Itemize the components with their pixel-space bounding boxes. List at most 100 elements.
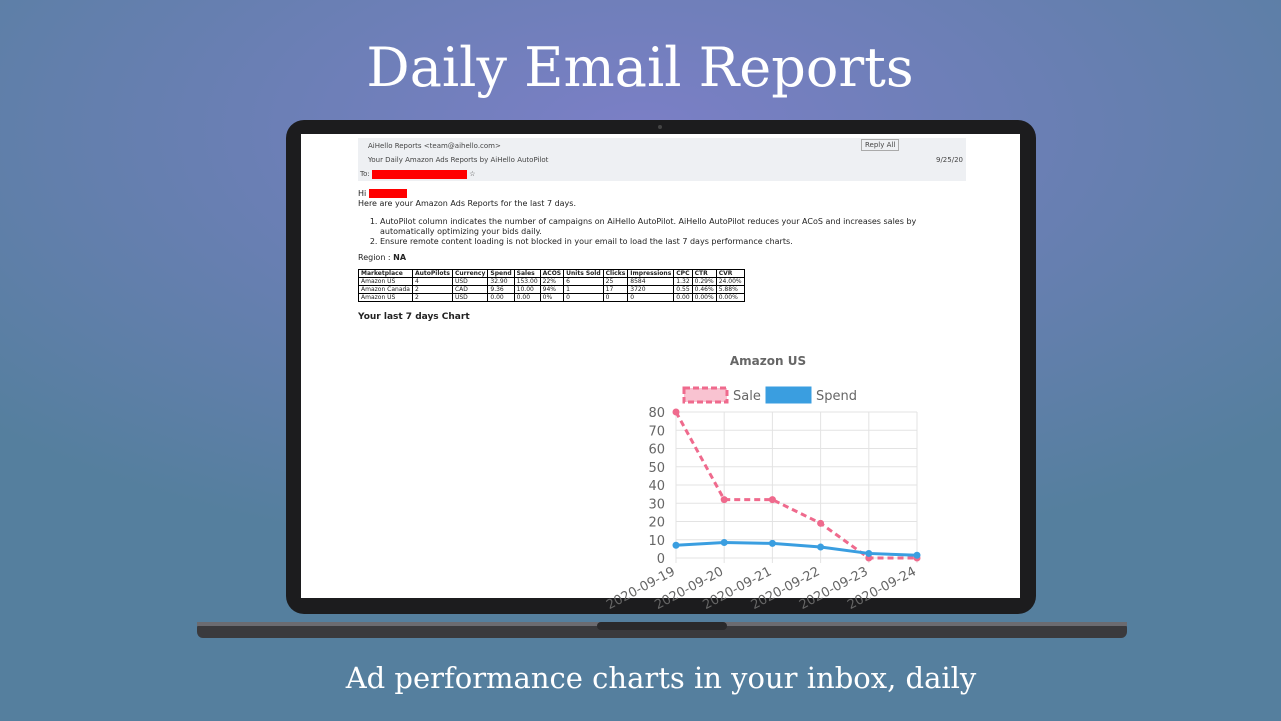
table-header-cell: AutoPilots: [412, 269, 453, 278]
table-header-cell: Marketplace: [358, 269, 413, 278]
table-row: Amazon US 2 USD 0.00 0.00 0% 0 0 0 0.00 0.00% 0.00%: [358, 293, 745, 302]
table-header-cell: CTR: [691, 269, 717, 278]
legend-label: Spend: [816, 389, 857, 404]
table-cell: 0.00: [487, 293, 515, 302]
table-header-cell: Spend: [487, 269, 515, 278]
legend-swatch: [682, 386, 729, 404]
table-cell: 0%: [539, 293, 565, 302]
table-cell: 25: [602, 277, 629, 286]
legend-label: Sale: [733, 389, 761, 404]
table-cell: 0.00: [513, 293, 541, 302]
table-cell: Amazon US: [358, 293, 413, 302]
email-subject: Your Daily Amazon Ads Reports by AiHello…: [368, 156, 549, 164]
data-point: [768, 496, 776, 504]
reply-all-button[interactable]: Reply All: [861, 139, 900, 151]
table-cell: 0: [563, 293, 604, 302]
table-cell: 4: [412, 277, 453, 286]
table-header-cell: Currency: [451, 269, 489, 278]
data-point: [817, 519, 825, 527]
table-header-cell: ACOS: [539, 269, 565, 278]
email-to: To: ☆: [360, 169, 476, 179]
table-cell: 1.32: [673, 277, 693, 286]
table-cell: 0.00: [673, 293, 693, 302]
data-point: [817, 543, 825, 551]
redaction: [371, 169, 467, 179]
table-cell: 8584: [627, 277, 675, 286]
table-cell: 0: [627, 293, 675, 302]
table-cell: 0.46%: [691, 285, 717, 294]
notes-list: AutoPilot column indicates the number of…: [358, 217, 966, 247]
table-cell: 0.00%: [691, 293, 717, 302]
laptop-screen: [301, 134, 1020, 598]
table-header-cell: Impressions: [627, 269, 675, 278]
report-table: Marketplace AutoPilots Currency Spend Sales A…: [358, 269, 745, 302]
email: AiHello Reports <team@aihello.com> Your …: [358, 138, 966, 322]
table-cell: 3720: [627, 285, 675, 294]
table-cell: 94%: [539, 285, 565, 294]
data-point: [768, 539, 776, 547]
table-header-cell: CVR: [715, 269, 745, 278]
table-row: Amazon Canada 2 CAD 9.36 10.00 94% 1 17 3720 0.55…: [358, 285, 745, 294]
table-header-cell: CPC: [673, 269, 693, 278]
table-cell: USD: [451, 277, 489, 286]
table-header-row: Marketplace AutoPilots Currency Spend Sales A…: [358, 269, 745, 278]
region: NA: [393, 253, 407, 262]
y-tick-label: 20: [648, 516, 665, 531]
table-cell: 24.00%: [715, 277, 745, 286]
chart-title: Amazon US: [730, 354, 806, 368]
y-tick-label: 60: [648, 443, 665, 458]
data-point: [913, 551, 921, 559]
y-tick-label: 10: [648, 534, 665, 549]
greeting-line: Hi: [358, 189, 966, 199]
table-cell: 153.00: [513, 277, 541, 286]
data-point: [720, 496, 728, 504]
table-cell: 2: [412, 285, 453, 294]
region-label: Region :: [358, 253, 391, 262]
table-row: Amazon US 4 USD 32.90 153.00 22% 6 25 8584 1.32 0.…: [358, 277, 745, 286]
table-cell: 9.36: [487, 285, 515, 294]
laptop-notch: [597, 622, 727, 630]
table-cell: 17: [602, 285, 629, 294]
table-header-cell: Units Sold: [563, 269, 604, 278]
table-cell: CAD: [451, 285, 489, 294]
table-cell: 32.90: [487, 277, 515, 286]
table-cell: 0.55: [673, 285, 693, 294]
table-cell: 0.00%: [715, 293, 745, 302]
to-label: To:: [360, 170, 370, 178]
table-cell: 10.00: [513, 285, 541, 294]
y-tick-label: 50: [648, 461, 665, 476]
y-tick-label: 40: [648, 479, 665, 494]
table-cell: 2: [412, 293, 453, 302]
table-cell: 1: [563, 285, 604, 294]
email-from: AiHello Reports <team@aihello.com>: [368, 142, 501, 150]
data-point: [865, 549, 873, 557]
series-line: [675, 540, 918, 557]
table-cell: 0: [602, 293, 629, 302]
legend-swatch: [765, 386, 812, 404]
greeting: Hi: [358, 189, 367, 198]
y-tick-label: 80: [648, 406, 665, 421]
data-point: [672, 541, 680, 549]
table-cell: 0.29%: [691, 277, 717, 286]
table-cell: Amazon US: [358, 277, 413, 286]
y-tick-label: 30: [648, 497, 665, 512]
data-point: [672, 408, 680, 416]
redaction: [368, 189, 407, 198]
email-header: AiHello Reports <team@aihello.com> Your …: [358, 138, 966, 181]
page-title: Daily Email Reports: [366, 36, 913, 99]
y-tick-label: 70: [648, 424, 665, 439]
table-cell: Amazon Canada: [358, 285, 413, 294]
region-line: Region : NA: [358, 253, 966, 263]
table-cell: USD: [451, 293, 489, 302]
page-subtitle: Ad performance charts in your inbox, dai…: [345, 661, 977, 695]
table-header-cell: Sales: [513, 269, 541, 278]
table-cell: 6: [563, 277, 604, 286]
list-item: Ensure remote content loading is not blo…: [380, 237, 966, 247]
table-cell: 22%: [539, 277, 565, 286]
email-date: 9/25/20: [936, 156, 963, 164]
camera: [658, 125, 662, 129]
table-cell: 5.88%: [715, 285, 745, 294]
chart-heading: Your last 7 days Chart: [358, 312, 470, 322]
data-point: [720, 538, 728, 546]
